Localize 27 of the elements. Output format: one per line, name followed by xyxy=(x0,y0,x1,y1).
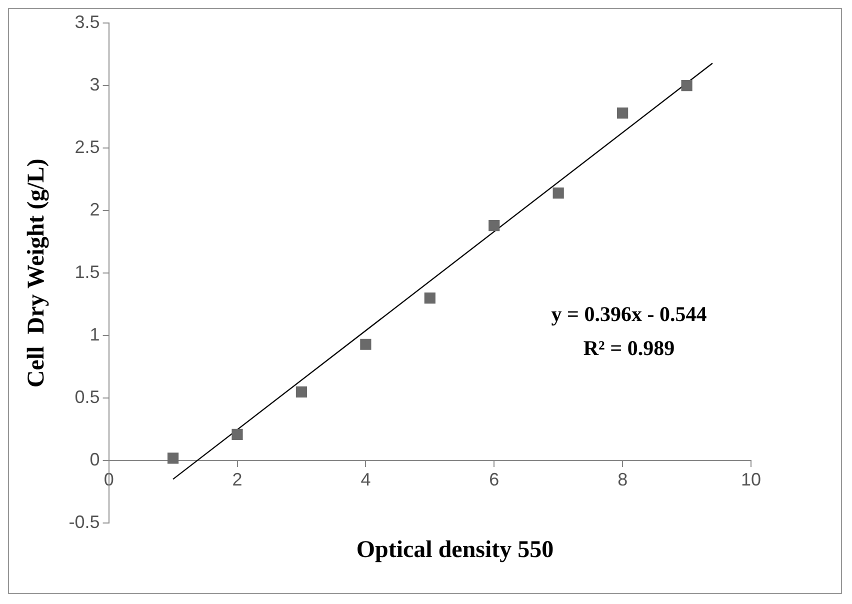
x-axis-title: Optical density 550 xyxy=(355,537,555,564)
y-tick-label: 3.5 xyxy=(74,12,100,32)
y-axis-title: Cell Dry Weight (g/L) xyxy=(24,158,50,388)
y-tick-label: 1.5 xyxy=(74,262,100,282)
point xyxy=(167,452,179,464)
point xyxy=(488,220,500,232)
y-tick-label: -0.5 xyxy=(68,512,100,532)
annotation: R² = 0.989 xyxy=(583,336,675,360)
point xyxy=(360,338,372,350)
y-tick-label: 0 xyxy=(90,450,100,470)
annotation: y = 0.396x - 0.544 xyxy=(551,302,708,326)
point xyxy=(681,80,692,92)
y-tick-label: 0.5 xyxy=(74,387,100,408)
x-tick-label: 8 xyxy=(618,469,628,490)
point xyxy=(617,107,628,119)
x-tick-label: 4 xyxy=(360,469,371,490)
point xyxy=(232,428,243,440)
y-tick-label: 2 xyxy=(90,200,100,220)
point xyxy=(424,292,436,304)
x-tick-label: 6 xyxy=(489,469,500,490)
y-tick-label: 2.5 xyxy=(74,137,100,158)
y-tick-label: 3 xyxy=(90,74,100,94)
x-tick-label: 2 xyxy=(232,469,242,490)
point xyxy=(296,386,308,398)
x-tick-label: 10 xyxy=(740,469,762,490)
y-tick-label: 1 xyxy=(90,324,100,345)
point xyxy=(552,188,564,199)
